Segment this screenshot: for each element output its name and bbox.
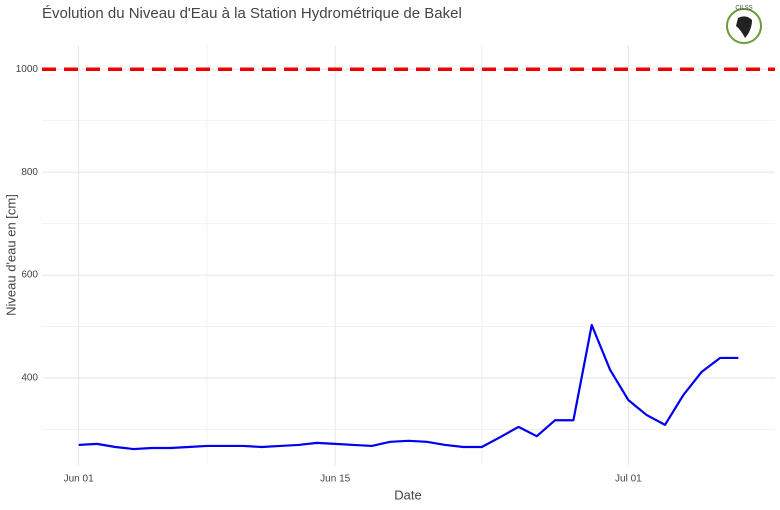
y-tick-label: 600	[21, 270, 38, 281]
logo: CILSS	[726, 6, 762, 44]
x-tick-label: Jul 01	[615, 474, 642, 485]
chart-title: Évolution du Niveau d'Eau à la Station H…	[42, 5, 462, 22]
logo-text: CILSS	[735, 6, 752, 12]
y-tick-label: 800	[21, 167, 38, 178]
x-tick-label: Jun 01	[64, 474, 94, 485]
y-axis-label: Niveau d'eau en [cm]	[3, 194, 18, 316]
logo-map	[736, 16, 752, 38]
logo-ring	[726, 8, 762, 44]
x-tick-label: Jun 15	[320, 474, 350, 485]
y-tick-label: 1000	[16, 64, 39, 75]
y-tick-label: 400	[21, 373, 38, 384]
data-line	[78, 323, 739, 451]
x-axis-label: Date	[394, 487, 421, 502]
